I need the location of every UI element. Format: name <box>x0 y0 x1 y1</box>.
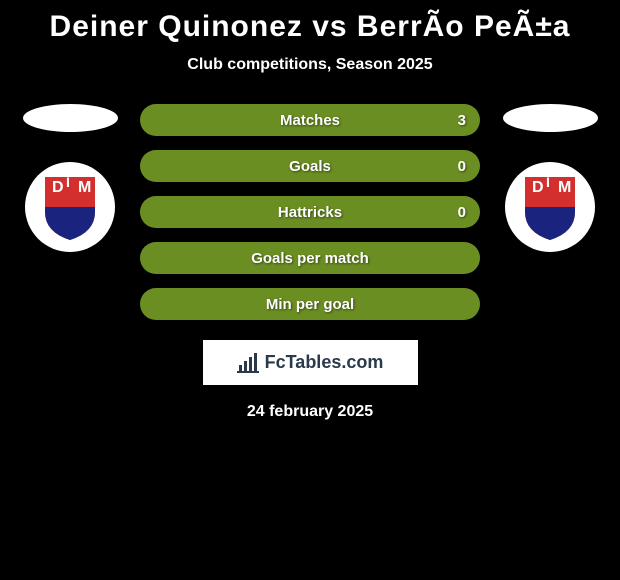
svg-text:M: M <box>78 179 91 196</box>
content-area: D I M Matches 3 Goals 0 Hattricks 0 Goal… <box>0 104 620 320</box>
svg-text:M: M <box>558 179 571 196</box>
club-crest-left: D I M <box>25 162 115 252</box>
stat-row-min-per-goal: Min per goal <box>140 288 480 320</box>
brand-text: FcTables.com <box>265 352 384 373</box>
stat-row-goals-per-match: Goals per match <box>140 242 480 274</box>
stat-label: Hattricks <box>278 204 342 221</box>
club-crest-right: D I M <box>505 162 595 252</box>
subtitle: Club competitions, Season 2025 <box>0 56 620 74</box>
stat-label: Matches <box>280 112 340 129</box>
stat-label: Min per goal <box>266 296 354 313</box>
stat-value: 0 <box>458 204 466 221</box>
svg-text:I: I <box>66 174 70 190</box>
stat-label: Goals <box>289 158 331 175</box>
brand-box[interactable]: FcTables.com <box>203 340 418 385</box>
date-text: 24 february 2025 <box>0 403 620 421</box>
stat-value: 0 <box>458 158 466 175</box>
stats-column: Matches 3 Goals 0 Hattricks 0 Goals per … <box>140 104 480 320</box>
svg-text:D: D <box>532 179 544 196</box>
page-title: Deiner Quinonez vs BerrÃ­o PeÃ±a <box>0 10 620 44</box>
player-left-column: D I M <box>20 104 120 252</box>
stat-row-hattricks: Hattricks 0 <box>140 196 480 228</box>
svg-text:I: I <box>546 174 550 190</box>
comparison-card: Deiner Quinonez vs BerrÃ­o PeÃ±a Club co… <box>0 0 620 421</box>
shield-icon: D I M <box>520 172 580 242</box>
player-right-ellipse <box>503 104 598 132</box>
svg-text:D: D <box>52 179 64 196</box>
stat-row-matches: Matches 3 <box>140 104 480 136</box>
stat-value: 3 <box>458 112 466 129</box>
player-right-column: D I M <box>500 104 600 252</box>
player-left-ellipse <box>23 104 118 132</box>
chart-icon <box>237 353 259 373</box>
shield-icon: D I M <box>40 172 100 242</box>
stat-label: Goals per match <box>251 250 369 267</box>
stat-row-goals: Goals 0 <box>140 150 480 182</box>
